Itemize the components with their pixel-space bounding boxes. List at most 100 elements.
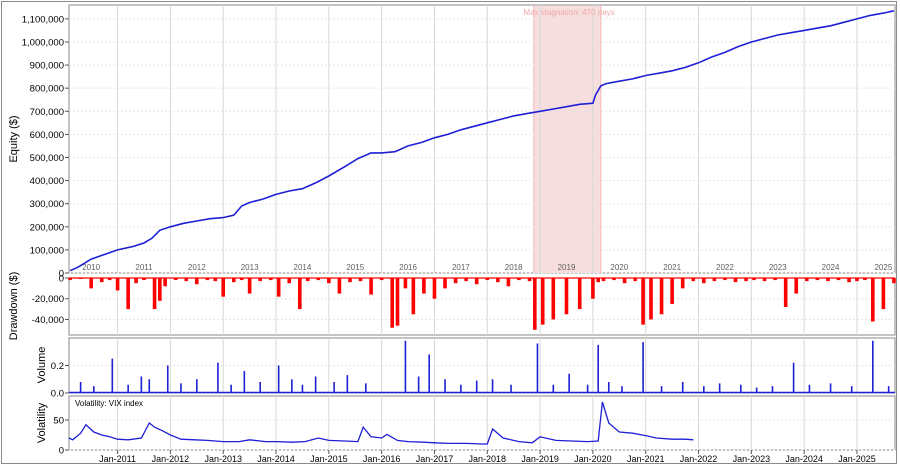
drawdown-bar [794, 278, 799, 294]
drawdown-bar [316, 278, 321, 281]
drawdown-bar [134, 278, 138, 284]
year-label: 2021 [663, 263, 681, 272]
drawdown-bar [474, 278, 479, 285]
drawdown-bar [577, 278, 582, 310]
equity-ytick-label: 500,000 [30, 153, 64, 164]
volume-bar [739, 384, 742, 393]
year-label: 2020 [610, 263, 628, 272]
drawdown-bar [506, 278, 511, 287]
drawdown-bar [395, 278, 400, 326]
year-label: 2013 [241, 263, 259, 272]
drawdown-bar [881, 278, 886, 310]
x-tick-label: Jan-2024 [785, 454, 823, 464]
volume-bar [681, 382, 684, 393]
drawdown-bar [596, 278, 600, 283]
volume-bar [607, 382, 610, 393]
year-label: 2024 [822, 263, 840, 272]
drawdown-bar [496, 278, 500, 283]
x-tick-label: Jan-2023 [733, 454, 771, 464]
volume-bar [475, 380, 478, 393]
volume-bar [428, 354, 430, 393]
equity-line [69, 10, 895, 272]
drawdown-bar [836, 278, 841, 281]
drawdown-bar [99, 278, 104, 283]
year-label: 2016 [399, 263, 417, 272]
x-tick-label: Jan-2012 [152, 454, 190, 464]
equity-ytick-label: 100,000 [30, 245, 64, 256]
volume-bar [444, 379, 446, 393]
drawdown-bar [612, 278, 616, 281]
drawdown-bar [680, 278, 685, 289]
drawdown-bar [453, 278, 458, 284]
drawdown-bar [258, 278, 262, 282]
x-tick-label: Jan-2016 [363, 454, 401, 464]
equity-ytick-label: 200,000 [30, 222, 64, 233]
drawdown-bar [126, 278, 130, 310]
volume-bar [404, 340, 407, 393]
stagnation-annotation: Max stagnation: 470 days [523, 8, 614, 17]
drawdown-bar [432, 278, 437, 299]
drawdown-bar [173, 278, 178, 281]
drawdown-bar [564, 278, 569, 315]
drawdown-ytick-label: -40,000 [32, 315, 64, 326]
drawdown-bar [659, 278, 664, 315]
volume-bar [417, 376, 420, 393]
year-label: 2015 [346, 263, 364, 272]
year-label: 2014 [294, 263, 312, 272]
equity-ytick-label: 700,000 [30, 107, 64, 118]
drawdown-bar [633, 278, 637, 282]
volume-bar [621, 386, 623, 393]
drawdown-ytick-label: -20,000 [32, 294, 64, 305]
x-tick-label: Jan-2025 [838, 454, 876, 464]
volume-bar [166, 365, 169, 393]
year-label: 2022 [716, 263, 734, 272]
drawdown-bar [268, 278, 273, 281]
vix-line [68, 401, 694, 445]
equity-axis-title: Equity ($) [8, 115, 20, 162]
drawdown-bar [403, 278, 408, 289]
volume-bar [196, 379, 198, 393]
drawdown-bar [305, 278, 310, 282]
equity-ytick-label: 1,100,000 [22, 14, 64, 25]
volume-bar [259, 382, 261, 393]
volume-bar [93, 386, 95, 393]
volume-bar [660, 386, 663, 393]
drawdown-bar [762, 278, 767, 282]
volume-bar [491, 379, 494, 393]
equity-ytick-label: 900,000 [30, 61, 64, 72]
drawdown-bar [239, 278, 244, 281]
drawdown-bar [276, 278, 281, 297]
volatility-panel [68, 395, 896, 451]
drawdown-bar [358, 278, 363, 282]
volume-bar [850, 386, 853, 393]
drawdown-bar [533, 278, 537, 330]
equity-panel [68, 4, 896, 274]
volume-ytick-label: 0.0 [51, 389, 64, 400]
volume-bar [808, 384, 811, 393]
volatility-ytick-label: 0 [59, 446, 64, 457]
volume-bar [127, 384, 129, 393]
drawdown-bar [464, 278, 468, 282]
drawdown-axis-title: Drawdown ($) [8, 272, 20, 340]
drawdown-bar [712, 278, 717, 282]
drawdown-bar [485, 278, 490, 281]
volume-bar [243, 371, 246, 393]
volume-bar [872, 340, 874, 393]
drawdown-bar [723, 278, 727, 281]
drawdown-bar [327, 278, 331, 284]
volume-bar [333, 382, 335, 393]
drawdown-bar [517, 278, 521, 281]
year-label: 2023 [769, 263, 787, 272]
drawdown-bar [411, 278, 416, 315]
volatility-ytick-label: 50 [53, 416, 64, 427]
drawdown-bar [826, 278, 830, 282]
volume-bar [718, 383, 721, 393]
x-tick-label: Jan-2018 [469, 454, 507, 464]
equity-ytick-label: 300,000 [30, 199, 64, 210]
drawdown-bar [641, 278, 645, 325]
drawdown-bar [422, 278, 426, 294]
year-label: 2010 [82, 263, 100, 272]
volume-bar [460, 384, 462, 393]
year-label: 2018 [505, 263, 523, 272]
drawdown-bar [152, 278, 157, 310]
